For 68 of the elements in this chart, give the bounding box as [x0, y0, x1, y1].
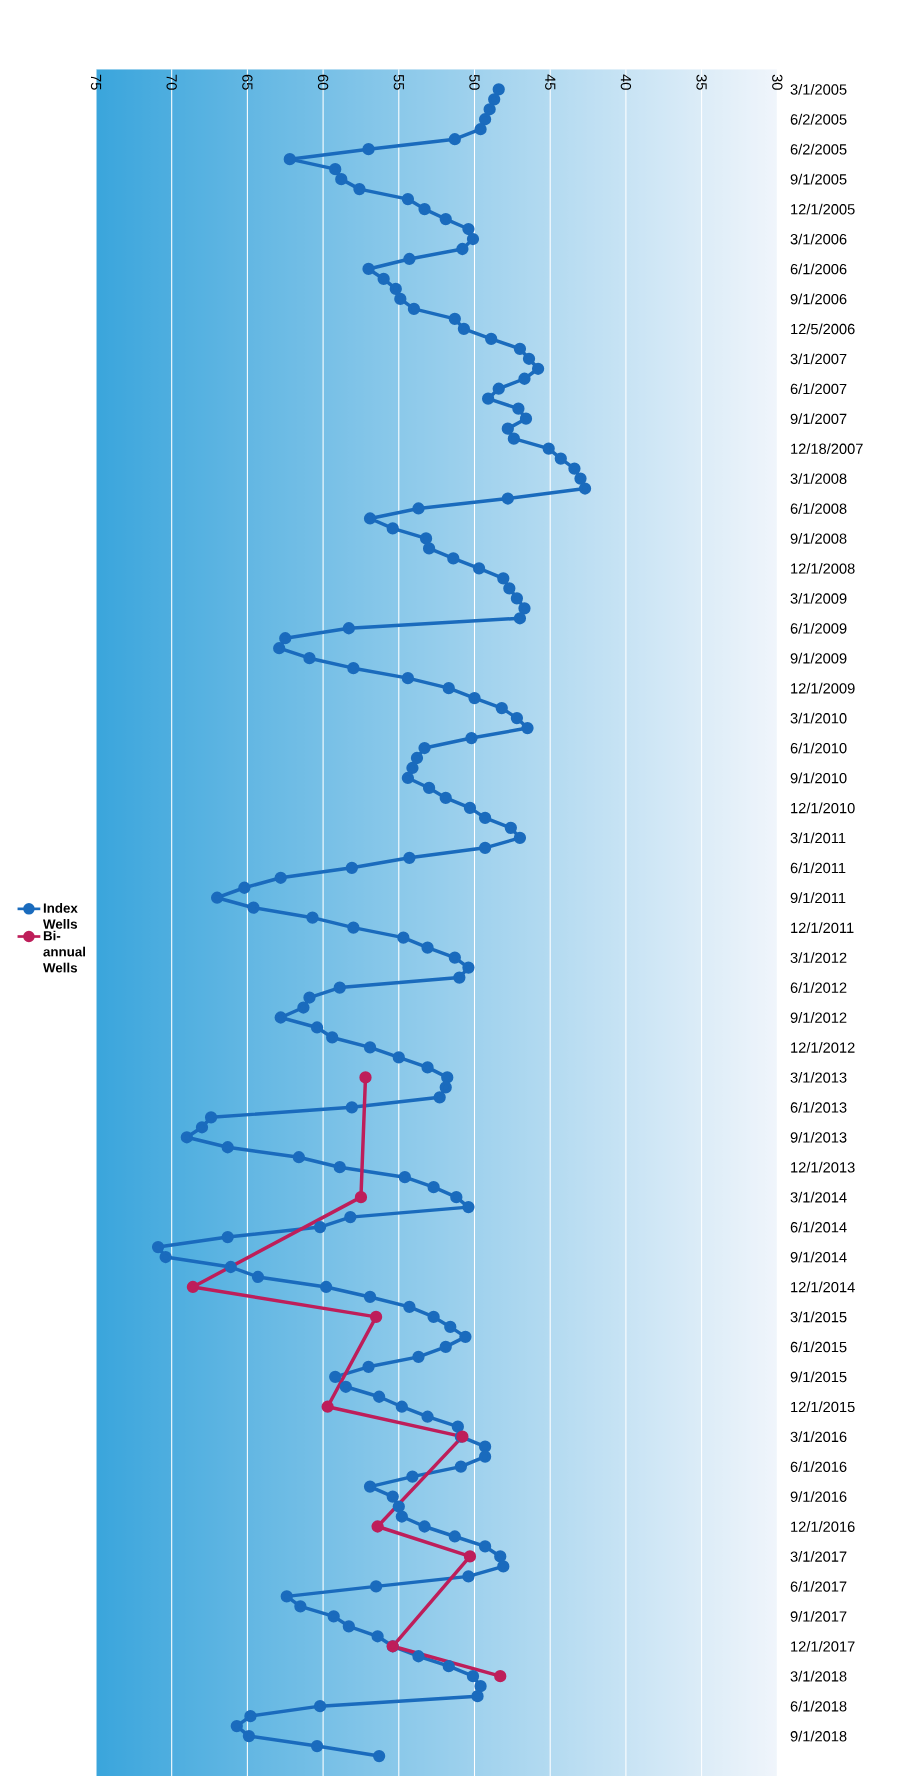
y-tick-label: 3/1/2012	[790, 952, 847, 963]
y-tick-label: 9/1/2015	[790, 1371, 847, 1383]
y-tick-label: 12/1/2015	[791, 1401, 855, 1413]
y-tick-label: 3/1/2017	[790, 1551, 847, 1562]
y-tick-label: 9/1/2017	[790, 1610, 847, 1622]
y-tick-label: 9/1/2009	[790, 652, 847, 664]
y-tick-label: 3/1/2011	[790, 832, 846, 844]
y-tick-label: 12/1/2005	[791, 203, 855, 215]
y-tick-label: 3/1/2016	[790, 1431, 847, 1443]
y-tick-label: 6/1/2017	[790, 1581, 847, 1592]
y-tick-label: 6/1/2012	[790, 982, 847, 993]
y-tick-label: 9/1/2006	[790, 293, 847, 305]
x-tick-label: 40	[620, 74, 632, 90]
y-tick-label: 9/1/2016	[790, 1491, 847, 1502]
y-tick-label: 12/18/2007	[791, 443, 863, 454]
y-tick-label: 6/1/2009	[790, 622, 847, 634]
y-tick-label: 9/1/2018	[790, 1730, 847, 1742]
y-tick-label: 6/1/2007	[790, 383, 847, 395]
y-tick-label: 12/1/2008	[791, 562, 855, 574]
y-tick-label: 9/1/2007	[790, 413, 847, 425]
x-tick-label: 70	[166, 74, 177, 90]
y-tick-label: 12/1/2013	[791, 1161, 855, 1173]
y-tick-label: 3/1/2013	[790, 1072, 847, 1083]
y-tick-label: 12/1/2011	[791, 922, 854, 934]
y-tick-label: 9/1/2008	[790, 533, 847, 544]
y-tick-label: 6/1/2010	[790, 742, 847, 754]
y-tick-label: 12/1/2009	[791, 682, 855, 694]
y-tick-label: 6/1/2011	[790, 862, 846, 874]
y-tick-label: 3/1/2014	[790, 1191, 847, 1203]
y-tick-label: 3/1/2005	[790, 83, 847, 95]
y-tick-label: 3/1/2010	[790, 712, 847, 724]
y-tick-label: 12/5/2006	[791, 323, 855, 335]
y-tick-label: 6/1/2013	[790, 1101, 847, 1113]
y-tick-label: 6/1/2015	[790, 1341, 847, 1353]
y-tick-label: 3/1/2018	[790, 1670, 847, 1682]
x-tick-label: 75	[90, 74, 102, 90]
y-tick-label: 9/1/2013	[790, 1131, 847, 1143]
y-tick-label: 6/1/2018	[790, 1700, 847, 1712]
y-tick-label: 6/2/2005	[790, 113, 847, 125]
x-tick-label: 50	[469, 74, 480, 90]
y-tick-label: 9/1/2005	[790, 173, 847, 185]
x-tick-label: 55	[393, 74, 404, 90]
legend-label: Bi-annual Wells	[43, 930, 86, 973]
y-tick-label: 9/1/2010	[790, 772, 847, 784]
legend-label: Index Wells	[43, 903, 78, 929]
y-tick-label: 6/1/2016	[790, 1461, 847, 1472]
y-tick-label: 3/1/2015	[790, 1311, 847, 1323]
y-tick-label: 12/1/2017	[791, 1640, 855, 1652]
y-tick-label: 12/1/2012	[791, 1042, 855, 1053]
x-tick-label: 35	[696, 74, 707, 90]
y-tick-label: 3/1/2006	[790, 233, 847, 245]
x-tick-label: 60	[317, 74, 329, 90]
y-tick-label: 6/1/2006	[790, 263, 847, 275]
y-tick-label: 9/1/2011	[790, 892, 846, 904]
y-tick-label: 12/1/2014	[791, 1281, 855, 1293]
y-tick-label: 6/1/2014	[790, 1221, 847, 1233]
y-tick-label: 6/1/2008	[790, 503, 847, 514]
y-tick-label: 3/1/2008	[790, 473, 847, 484]
y-tick-label: 9/1/2012	[790, 1012, 847, 1023]
y-tick-label: 3/1/2009	[790, 592, 847, 604]
y-tick-label: 9/1/2014	[790, 1251, 847, 1263]
x-tick-label: 65	[242, 74, 253, 90]
y-tick-label: 12/1/2016	[791, 1521, 855, 1532]
y-tick-label: 6/2/2005	[790, 143, 847, 155]
x-tick-label: 30	[772, 74, 783, 90]
y-tick-label: 3/1/2007	[790, 353, 847, 365]
x-tick-label: 45	[545, 74, 556, 90]
y-tick-label: 12/1/2010	[791, 802, 855, 814]
